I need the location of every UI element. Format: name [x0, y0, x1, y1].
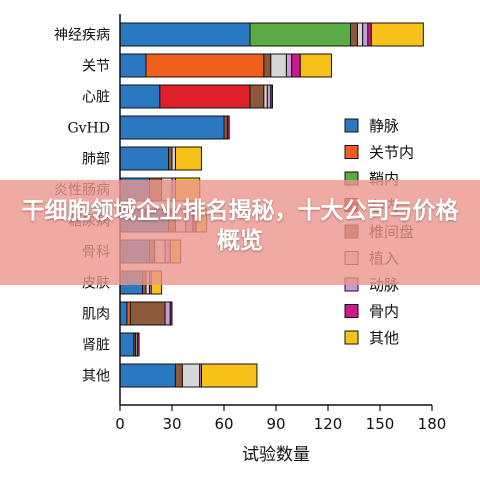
category-label: 关节 [82, 59, 110, 75]
bar-segment [174, 146, 202, 171]
bar-segment [119, 363, 176, 388]
bar-segment [126, 301, 131, 326]
bar-segment [119, 301, 128, 326]
bar-segment [119, 22, 251, 47]
banner-title: 干细胞领域企业排名揭秘，十大公司与价格概览 [21, 198, 459, 254]
bar-segment [270, 53, 287, 78]
bar-segment [119, 146, 170, 171]
legend-swatch [344, 145, 359, 159]
legend-label: 关节内 [369, 144, 414, 162]
x-tick-label: 90 [266, 415, 285, 433]
bar-segment [270, 84, 274, 109]
bar-segment [181, 363, 201, 388]
legend-label: 骨内 [369, 303, 399, 321]
bar-segment [263, 84, 268, 109]
bar-segment [223, 115, 228, 140]
x-tick-label: 60 [214, 415, 233, 433]
bar-segment [119, 115, 225, 140]
x-tick-label: 150 [366, 415, 395, 433]
bar-segment [356, 22, 364, 47]
legend-swatch [344, 330, 359, 345]
bar-segment [136, 332, 140, 357]
x-axis-label: 试验数量 [242, 445, 310, 465]
bar-segment [370, 22, 424, 47]
bar-segment [367, 22, 372, 47]
bar-segment [119, 84, 161, 109]
bar-segment [119, 332, 135, 357]
x-tick-label: 180 [418, 415, 447, 433]
bar-segment [145, 53, 265, 78]
bars-layer [119, 22, 424, 388]
bar-segment [171, 146, 176, 171]
x-tick-label: 30 [162, 415, 181, 433]
bar-segment [200, 363, 258, 388]
bar-segment [169, 301, 173, 326]
bar-segment [159, 84, 251, 109]
legend-swatch [344, 118, 359, 133]
bar-segment [285, 53, 293, 78]
category-label: 肺部 [82, 152, 110, 168]
bar-segment [266, 84, 272, 109]
x-tick-label: 120 [314, 415, 343, 433]
bar-segment [174, 363, 183, 388]
legend-label: 其他 [369, 329, 399, 347]
x-tick-label: 0 [115, 415, 125, 433]
category-label: 肾脏 [82, 338, 110, 354]
bar-segment [249, 22, 352, 47]
category-label: 神经疾病 [54, 28, 110, 44]
bar-segment [263, 53, 272, 78]
category-label: 肌肉 [82, 307, 110, 323]
category-label: 心脏 [82, 90, 110, 106]
bar-segment [291, 53, 301, 78]
legend-swatch [344, 304, 359, 318]
bar-segment [168, 146, 173, 171]
bar-segment [226, 115, 230, 140]
bar-segment [164, 301, 171, 326]
bar-segment [129, 301, 166, 326]
legend-label: 静脉 [369, 117, 399, 135]
category-label: 其他 [82, 369, 110, 385]
bar-segment [362, 22, 369, 47]
bar-segment [299, 53, 332, 78]
bar-segment [249, 84, 265, 109]
title-banner [0, 180, 480, 285]
bar-segment [350, 22, 358, 47]
category-label: GvHD [67, 121, 110, 137]
bar-segment [119, 53, 147, 78]
